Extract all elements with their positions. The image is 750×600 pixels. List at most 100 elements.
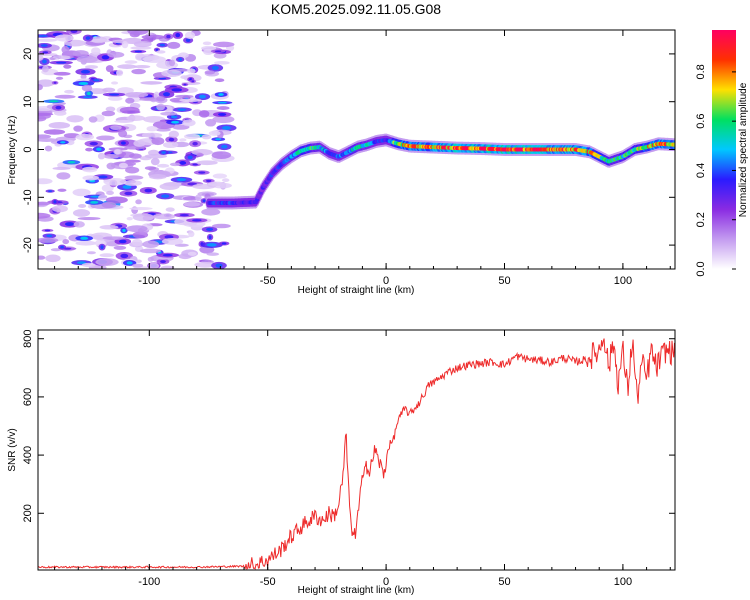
noise-blob-core xyxy=(185,38,191,42)
noise-blob xyxy=(99,253,115,258)
noise-blob xyxy=(125,166,140,174)
noise-blob xyxy=(133,41,152,48)
noise-blob xyxy=(52,166,71,170)
noise-blob-core xyxy=(65,222,74,227)
x-tick-label: 100 xyxy=(614,576,632,588)
noise-blob xyxy=(91,47,101,55)
noise-blob-core xyxy=(126,261,133,265)
noise-blob-core xyxy=(46,234,53,238)
noise-blob xyxy=(98,194,108,201)
noise-blob xyxy=(129,207,153,211)
noise-blob xyxy=(179,138,187,142)
y-tick-label: 10 xyxy=(22,96,34,108)
x-tick-label: -100 xyxy=(138,275,160,287)
noise-blob xyxy=(88,116,98,123)
noise-blob-core xyxy=(120,253,129,259)
y-tick-label: -20 xyxy=(22,237,34,253)
noise-blob xyxy=(212,115,235,124)
noise-blob-core xyxy=(161,194,170,198)
y-tick-label: 0 xyxy=(22,146,34,152)
noise-blob xyxy=(131,238,143,247)
noise-blob-core xyxy=(48,190,53,193)
snr-frame xyxy=(37,329,676,571)
noise-blob-core xyxy=(221,144,228,149)
noise-blob-core xyxy=(179,161,187,165)
noise-blob xyxy=(38,138,59,142)
noise-blob xyxy=(61,45,70,54)
snr-line xyxy=(38,338,675,570)
colorbar-tick-label: 0.2 xyxy=(695,212,707,227)
noise-blob-core xyxy=(76,261,87,265)
noise-blob-core xyxy=(124,191,133,196)
noise-blob xyxy=(194,261,216,268)
noise-blob xyxy=(73,221,85,228)
noise-blob xyxy=(206,252,220,256)
noise-blob-core xyxy=(162,253,173,257)
noise-blob xyxy=(41,65,49,73)
noise-blob-core xyxy=(122,228,126,233)
noise-blob-core xyxy=(38,34,48,38)
noise-blobs xyxy=(38,30,240,269)
noise-blob xyxy=(117,64,137,69)
noise-blob xyxy=(81,84,93,92)
noise-blob xyxy=(126,225,148,233)
noise-blob-core xyxy=(60,245,64,249)
noise-blob xyxy=(111,81,119,85)
noise-blob xyxy=(48,122,71,129)
noise-blob-core xyxy=(215,138,222,141)
noise-blob-core xyxy=(100,245,104,250)
noise-blob-core xyxy=(217,112,227,116)
noise-blob xyxy=(75,133,95,141)
noise-blob xyxy=(82,166,98,173)
noise-blob-core xyxy=(86,91,91,96)
colorbar-tick-label: 0.4 xyxy=(695,163,707,178)
noise-blob xyxy=(126,217,133,221)
noise-blob xyxy=(103,153,120,159)
x-tick-label: -50 xyxy=(260,275,276,287)
snr-series xyxy=(38,338,675,570)
noise-blob xyxy=(141,34,166,40)
noise-blob-core xyxy=(221,242,227,245)
noise-blob xyxy=(162,141,179,149)
noise-blob xyxy=(174,243,189,247)
y-tick-label: 400 xyxy=(22,446,34,464)
noise-blob-core xyxy=(192,219,202,222)
noise-blob xyxy=(213,41,235,48)
noise-blob-core xyxy=(144,188,153,193)
noise-blob xyxy=(124,60,138,64)
noise-blob-core xyxy=(192,163,198,166)
noise-blob xyxy=(130,46,152,50)
noise-blob xyxy=(73,125,83,132)
noise-blob xyxy=(97,152,106,160)
noise-blob xyxy=(107,51,125,58)
noise-blob xyxy=(142,240,160,248)
noise-blob xyxy=(131,263,144,268)
noise-blob-core xyxy=(215,263,223,268)
noise-blob xyxy=(38,84,43,91)
noise-blob xyxy=(72,209,91,217)
noise-blob xyxy=(102,87,116,93)
noise-blob xyxy=(118,162,128,169)
noise-blob xyxy=(82,175,99,181)
noise-blob-core xyxy=(161,151,166,154)
noise-blob xyxy=(85,147,94,152)
noise-blob-core xyxy=(119,239,127,244)
noise-blob xyxy=(196,153,204,157)
noise-blob xyxy=(81,262,96,268)
noise-blob xyxy=(65,139,75,146)
noise-blob xyxy=(180,75,189,80)
noise-blob-core xyxy=(90,201,99,204)
noise-blob xyxy=(110,125,122,131)
noise-blob-core xyxy=(93,79,100,82)
noise-blob xyxy=(214,78,225,83)
noise-blob-core xyxy=(202,199,206,203)
noise-blob xyxy=(57,188,67,192)
noise-blob-core xyxy=(191,80,195,83)
noise-blob xyxy=(143,116,166,123)
noise-blob-core xyxy=(89,141,98,146)
noise-blob xyxy=(161,69,182,78)
noise-blob-core xyxy=(40,44,48,47)
noise-blob xyxy=(128,153,142,159)
noise-blob xyxy=(38,178,53,185)
noise-blob xyxy=(53,71,71,76)
